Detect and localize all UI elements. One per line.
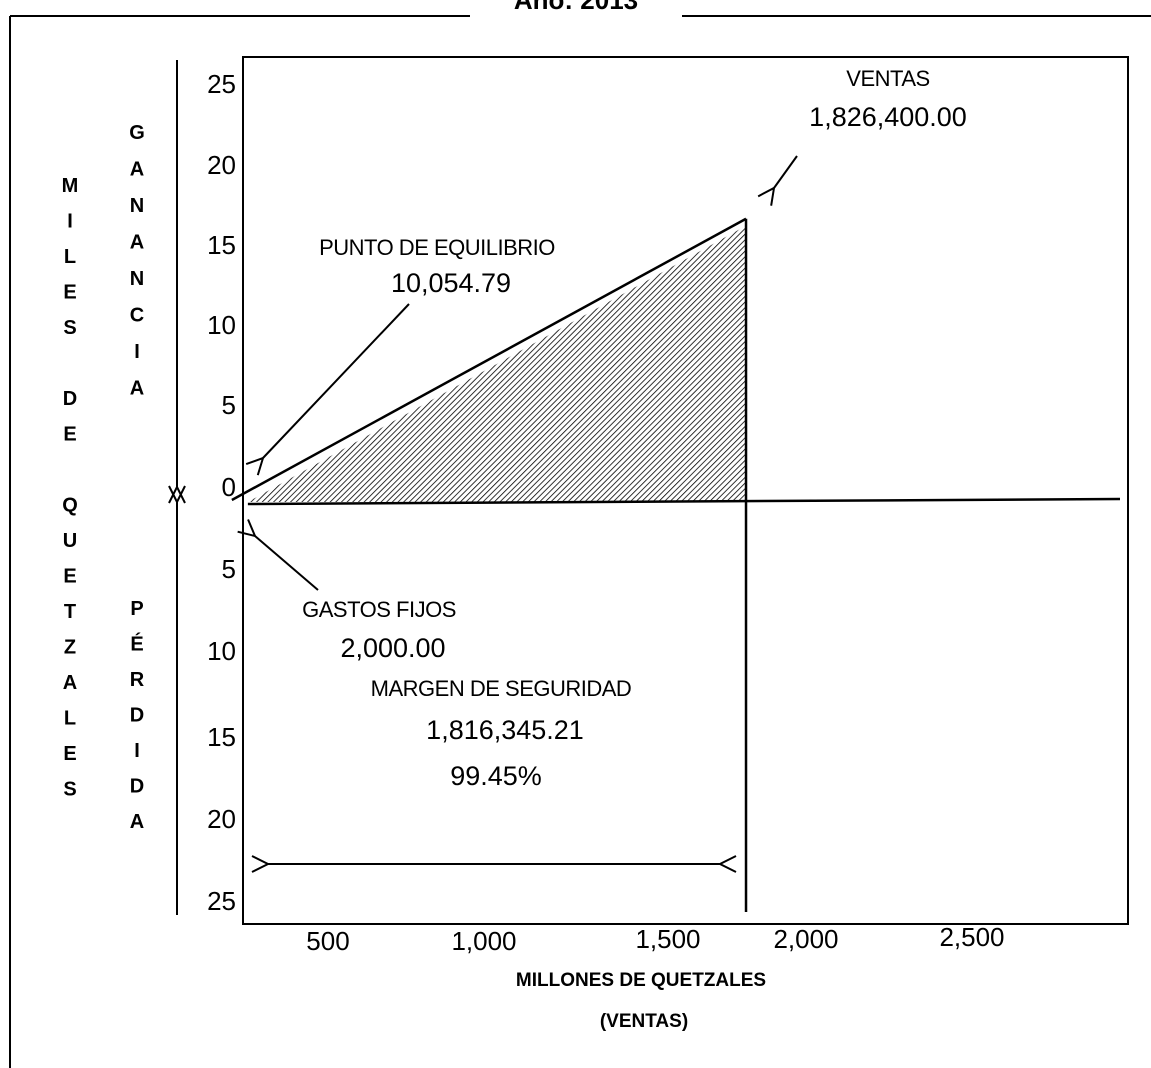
- y-label-letter: Q: [62, 495, 78, 517]
- y-label-letter: I: [134, 740, 140, 762]
- y-label-letter: T: [64, 601, 76, 623]
- y-tick-label: 15: [207, 230, 236, 260]
- ventas-title: VENTAS: [846, 66, 929, 91]
- y-label-letter: A: [130, 159, 144, 181]
- y-tick-label: 5: [222, 554, 236, 584]
- gastos-value: 2,000.00: [340, 633, 445, 663]
- y-tick-label: 15: [207, 722, 236, 752]
- y-label-letter: N: [130, 195, 144, 217]
- y-label-letter: I: [134, 341, 140, 363]
- outer-frame: [9, 15, 1151, 1068]
- sales-line: [231, 217, 747, 502]
- y-label-letter: É: [130, 633, 143, 656]
- x-tick-label: 2,500: [939, 922, 1004, 952]
- y-label-letter: R: [130, 669, 145, 691]
- gain-area: [247, 225, 747, 502]
- y-label-letter: A: [130, 811, 144, 833]
- y-label-letter: D: [130, 776, 144, 798]
- y-label-letter: L: [64, 246, 76, 268]
- y-label-letter: P: [130, 598, 143, 620]
- plot-area: [242, 56, 1129, 925]
- margen-value: 1,816,345.21: [426, 715, 584, 745]
- y-tick-label: 25: [207, 69, 236, 99]
- ventas-arrow: [774, 155, 798, 188]
- y-label-letter: E: [63, 424, 76, 446]
- y-label-letter: A: [130, 378, 144, 400]
- y-label-letter: M: [62, 175, 79, 197]
- y-axis-gain-ticks: 25 20 15 10 5 0: [207, 69, 236, 502]
- y-label-letter: A: [63, 672, 77, 694]
- equilibrio-arrow: [263, 303, 410, 458]
- y-label-letter: D: [130, 705, 144, 727]
- y-axis-loss-ticks: 5 10 15 20 25: [207, 554, 236, 916]
- gastos-arrow: [255, 536, 319, 591]
- chart-title: Año: 2013: [514, 0, 638, 15]
- y-label-letter: S: [63, 779, 76, 801]
- y-label-letter: G: [129, 122, 145, 144]
- y-label-letter: I: [67, 211, 73, 233]
- y-tick-label: 10: [207, 310, 236, 340]
- zero-axis-line: [247, 497, 1121, 506]
- x-tick-label: 500: [306, 926, 349, 956]
- y-label-letter: U: [63, 530, 77, 552]
- y-label-letter: D: [63, 388, 77, 410]
- gastos-title: GASTOS FIJOS: [302, 597, 456, 622]
- equilibrio-title: PUNTO DE EQUILIBRIO: [319, 235, 555, 260]
- x-axis-label-line1: MILLONES DE QUETZALES: [516, 970, 766, 991]
- x-tick-label: 1,500: [635, 924, 700, 954]
- y-tick-label: 10: [207, 636, 236, 666]
- y-label-letter: Z: [64, 637, 76, 659]
- y-label-letter: A: [130, 232, 144, 254]
- y-label-letter: C: [130, 305, 144, 327]
- ventas-value: 1,826,400.00: [809, 102, 967, 132]
- y-tick-label: 25: [207, 886, 236, 916]
- y-tick-label: 5: [222, 390, 236, 420]
- margen-title: MARGEN DE SEGURIDAD: [371, 676, 632, 701]
- margen-percent: 99.45%: [450, 761, 542, 791]
- y-label-letter: L: [64, 708, 76, 730]
- x-tick-label: 2,000: [773, 924, 838, 954]
- y-label-letter: E: [63, 566, 76, 588]
- x-axis-label-line2: (VENTAS): [600, 1011, 688, 1032]
- y-tick-label: 20: [207, 804, 236, 834]
- y-label-letter: N: [130, 268, 144, 290]
- y-tick-label: 0: [222, 472, 236, 502]
- y-label-letter: E: [63, 282, 76, 304]
- x-axis-ticks: 500 1,000 1,500 2,000 2,500: [306, 922, 1004, 956]
- equilibrio-value: 10,054.79: [391, 268, 511, 298]
- y-tick-label: 20: [207, 150, 236, 180]
- x-tick-label: 1,000: [451, 926, 516, 956]
- y-label-letter: S: [63, 317, 76, 339]
- y-label-letter: E: [63, 743, 76, 765]
